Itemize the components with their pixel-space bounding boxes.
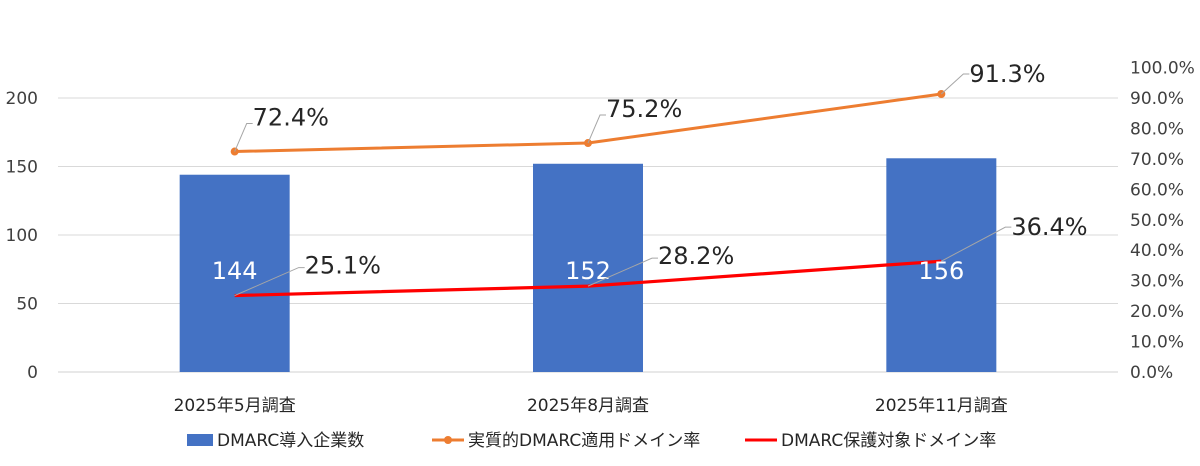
bar-data-label: 152 (565, 257, 611, 285)
y-right-tick-label: 70.0% (1130, 150, 1184, 170)
line-data-label: 91.3% (969, 60, 1045, 88)
line-data-label: 75.2% (606, 95, 682, 123)
leader-line (940, 73, 970, 95)
y-right-tick-label: 20.0% (1130, 302, 1184, 322)
leader-line (234, 267, 305, 297)
legend-label: DMARC導入企業数 (217, 431, 364, 451)
bar-data-label: 144 (212, 257, 258, 285)
bar (179, 174, 290, 372)
legend-swatch (187, 434, 213, 446)
bar (533, 163, 643, 372)
legend-label: 実質的DMARC適用ドメイン率 (468, 431, 700, 451)
legend-label: DMARC保護対象ドメイン率 (781, 431, 996, 451)
y-right-tick-label: 60.0% (1130, 180, 1184, 200)
y-left-tick-label: 50 (16, 295, 38, 315)
line-data-label: 25.1% (305, 252, 381, 280)
y-right-tick-label: 40.0% (1130, 241, 1184, 261)
y-left-tick-label: 200 (6, 89, 38, 109)
leader-line (941, 226, 1012, 262)
y-right-tick-label: 90.0% (1130, 89, 1184, 109)
y-right-tick-label: 50.0% (1130, 211, 1184, 231)
x-category-label: 2025年11月調査 (875, 396, 1008, 416)
y-right-tick-label: 30.0% (1130, 272, 1184, 292)
y-right-tick-label: 100.0% (1130, 59, 1195, 79)
line-data-label: 72.4% (253, 104, 329, 132)
y-right-tick-label: 80.0% (1130, 119, 1184, 139)
leader-line (587, 114, 606, 144)
line-data-label: 36.4% (1011, 213, 1087, 241)
x-category-label: 2025年8月調査 (527, 396, 649, 416)
y-left-tick-label: 0 (27, 363, 38, 383)
leader-line (234, 123, 253, 152)
y-right-tick-label: 10.0% (1130, 333, 1184, 353)
leader-line (587, 257, 658, 287)
y-left-tick-label: 150 (6, 158, 38, 178)
x-category-label: 2025年5月調査 (174, 396, 296, 416)
bar-data-label: 156 (918, 257, 964, 285)
y-right-tick-label: 0.0% (1130, 363, 1173, 383)
y-left-tick-label: 100 (6, 226, 38, 246)
legend-marker (444, 436, 452, 444)
line-data-label: 28.2% (658, 242, 734, 270)
